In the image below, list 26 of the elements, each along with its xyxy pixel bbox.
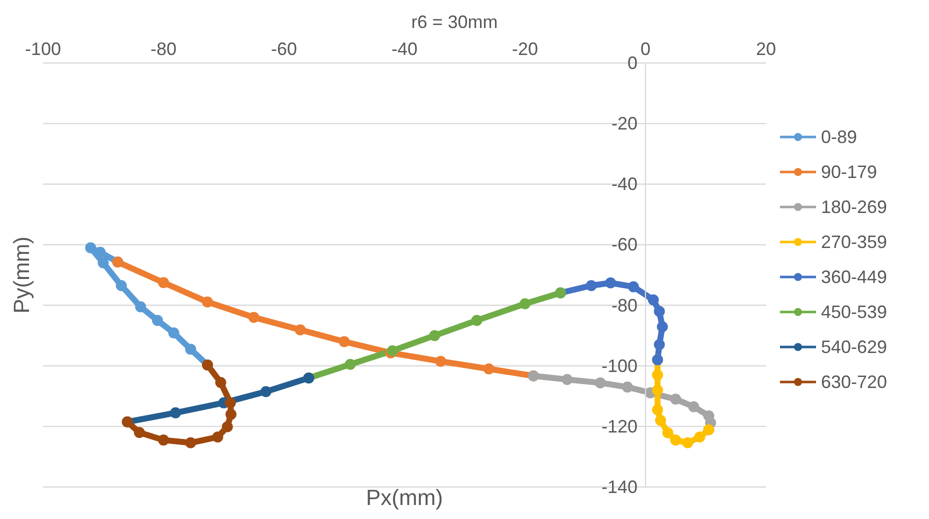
y-tick-label: -140: [601, 477, 638, 497]
y-tick-label: -100: [601, 356, 638, 376]
y-tick-label: -40: [611, 174, 638, 194]
legend-label: 540-629: [821, 336, 888, 358]
legend-label: 450-539: [821, 302, 888, 322]
x-tick-label: -20: [512, 39, 538, 59]
y-tick-label: -80: [611, 295, 638, 316]
legend-label: 90-179: [821, 162, 878, 182]
x-tick-label: -60: [270, 39, 298, 59]
legend-label: 0-89: [821, 126, 858, 148]
chart-title: r6 = 30mm: [410, 12, 499, 33]
x-tick-label: 0: [640, 39, 651, 59]
x-tick-label: -40: [391, 39, 418, 59]
x-axis-title: Px(mm): [366, 485, 443, 510]
y-tick-label: -60: [611, 234, 638, 255]
legend-label: 180-269: [821, 196, 888, 218]
legend-label: 270-359: [821, 232, 888, 252]
x-tick-label: -80: [150, 39, 177, 59]
y-tick-label: 0: [627, 53, 638, 73]
legend-label: 630-720: [821, 372, 888, 392]
legend-label: 360-449: [821, 266, 888, 288]
x-tick-label: -100: [24, 39, 62, 59]
y-tick-label: -120: [601, 416, 638, 436]
x-tick-label: 20: [756, 39, 776, 59]
y-tick-label: -20: [611, 114, 638, 134]
y-axis-title: Py(mm): [9, 236, 35, 314]
